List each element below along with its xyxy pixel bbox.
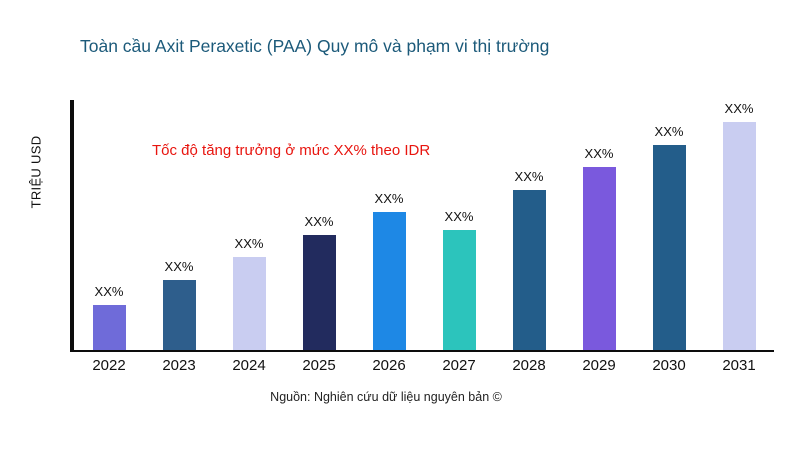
bar-2025 xyxy=(302,235,336,350)
bar-column-2030: XX% xyxy=(634,100,704,350)
bar-value-label: XX% xyxy=(584,146,614,161)
bar-value-label: XX% xyxy=(234,236,264,251)
plot-area: Tốc độ tăng trưởng ở mức XX% theo IDR XX… xyxy=(70,100,774,352)
bar-value-label: XX% xyxy=(94,284,124,299)
x-tick-2024: 2024 xyxy=(232,357,266,374)
bar-value-label: XX% xyxy=(654,124,684,139)
x-tick-2029: 2029 xyxy=(582,357,616,374)
bar-column-2026: XX% xyxy=(354,100,424,350)
bars-group: XX% XX% XX% XX% XX% XX% XX% XX% XX% XX% xyxy=(74,100,774,350)
bar-2030 xyxy=(652,145,686,350)
source-note: Nguồn: Nghiên cứu dữ liệu nguyên bản © xyxy=(270,390,502,404)
bar-value-label: XX% xyxy=(374,191,404,206)
bar-column-2025: XX% xyxy=(284,100,354,350)
x-tick-2022: 2022 xyxy=(92,357,126,374)
bar-2029 xyxy=(582,167,616,350)
bar-column-2028: XX% xyxy=(494,100,564,350)
bar-value-label: XX% xyxy=(724,101,754,116)
bar-2027 xyxy=(442,230,476,350)
bar-column-2027: XX% xyxy=(424,100,494,350)
x-tick-2025: 2025 xyxy=(302,357,336,374)
bar-column-2029: XX% xyxy=(564,100,634,350)
bar-value-label: XX% xyxy=(444,209,474,224)
x-tick-2027: 2027 xyxy=(442,357,476,374)
y-axis-label: TRIỆU USD xyxy=(28,135,44,209)
bar-value-label: XX% xyxy=(304,214,334,229)
x-tick-2023: 2023 xyxy=(162,357,196,374)
x-tick-2031: 2031 xyxy=(722,357,756,374)
bar-2028 xyxy=(512,190,546,350)
bar-2022 xyxy=(92,305,126,350)
bar-2024 xyxy=(232,257,266,350)
x-tick-2028: 2028 xyxy=(512,357,546,374)
chart-title: Toàn cầu Axit Peraxetic (PAA) Quy mô và … xyxy=(80,36,550,56)
bar-value-label: XX% xyxy=(164,259,194,274)
bar-column-2031: XX% xyxy=(704,100,774,350)
bar-column-2022: XX% xyxy=(74,100,144,350)
bar-value-label: XX% xyxy=(514,169,544,184)
bar-2026 xyxy=(372,212,406,350)
x-tick-2030: 2030 xyxy=(652,357,686,374)
bar-column-2024: XX% xyxy=(214,100,284,350)
growth-rate-annotation: Tốc độ tăng trưởng ở mức XX% theo IDR xyxy=(152,142,431,159)
bar-2031 xyxy=(722,122,756,350)
x-axis-ticks: 2022 2023 2024 2025 2026 2027 2028 2029 2030 2031 xyxy=(74,357,774,374)
x-tick-2026: 2026 xyxy=(372,357,406,374)
bar-column-2023: XX% xyxy=(144,100,214,350)
bar-2023 xyxy=(162,280,196,350)
